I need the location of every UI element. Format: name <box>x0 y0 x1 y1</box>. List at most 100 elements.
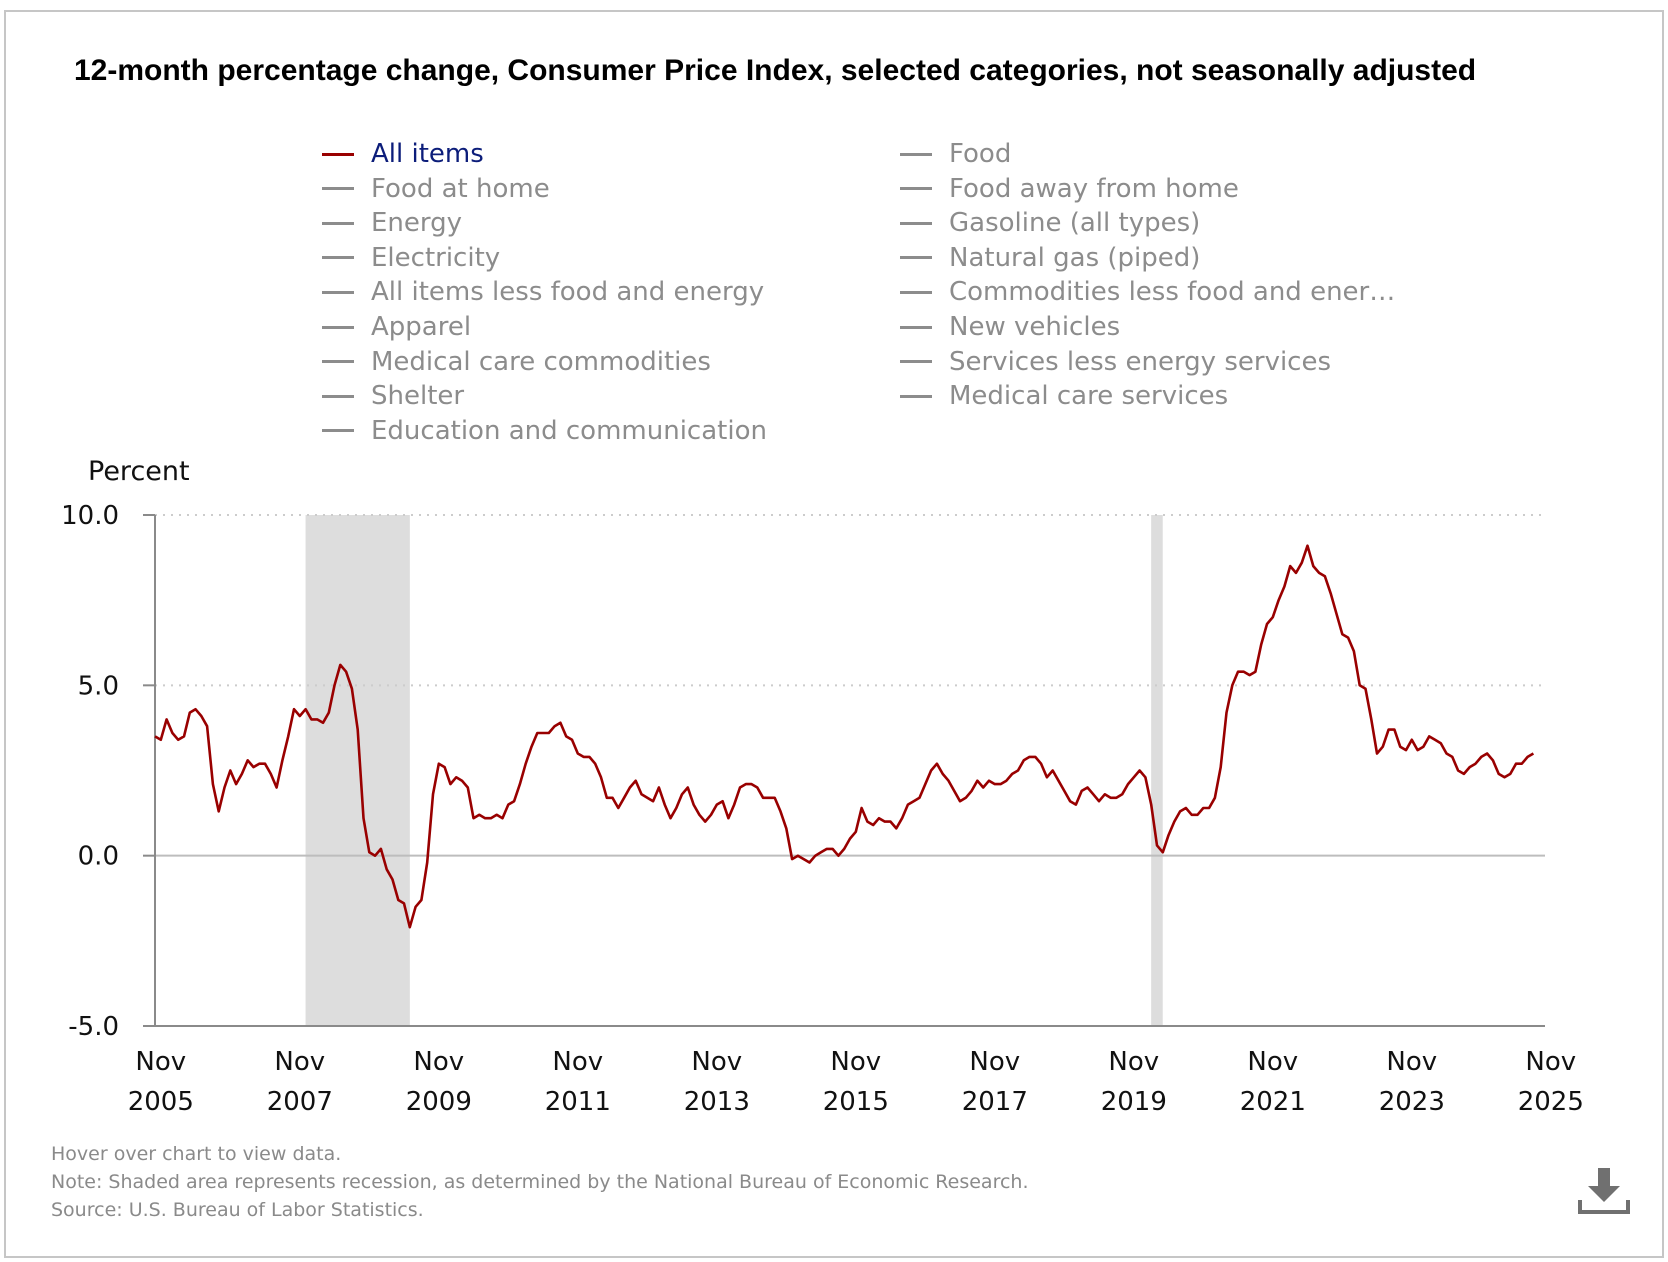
legend-item[interactable]: Medical care services <box>900 379 1228 413</box>
recession-shading <box>305 515 1163 1026</box>
legend-swatch <box>900 152 932 156</box>
legend-label: Natural gas (piped) <box>949 242 1201 273</box>
axes <box>143 514 1545 1027</box>
legend-swatch <box>900 256 932 260</box>
legend-swatch <box>322 394 354 398</box>
legend-label: Gasoline (all types) <box>949 208 1201 239</box>
legend-label: Apparel <box>371 312 472 342</box>
series-layer[interactable] <box>154 544 1535 929</box>
x-tick-year: 2013 <box>684 1087 750 1117</box>
legend-label: Food away from home <box>949 173 1239 204</box>
recession-band <box>305 515 410 1026</box>
legend-swatch <box>900 290 932 294</box>
legend-swatch <box>322 290 354 294</box>
legend-label: Services less energy services <box>949 346 1332 377</box>
recession-band <box>1151 515 1163 1026</box>
chart-title: 12-month percentage change, Consumer Pri… <box>74 54 1477 87</box>
legend-label: All items less food and energy <box>371 277 765 308</box>
legend-item[interactable]: Apparel <box>322 310 471 344</box>
x-tick-month: Nov <box>1108 1047 1159 1077</box>
legend-swatch <box>900 394 932 398</box>
y-tick-label: -5.0 <box>68 1012 119 1042</box>
x-tick-month: Nov <box>1386 1047 1437 1077</box>
legend-item[interactable]: Services less energy services <box>900 345 1331 379</box>
legend-swatch <box>900 187 932 191</box>
recession-note: Note: Shaded area represents recession, … <box>51 1171 1029 1193</box>
legend-label: Education and communication <box>371 415 767 446</box>
x-tick-label: Nov 2013 <box>684 1047 750 1117</box>
x-tick-label: Nov 2019 <box>1101 1047 1167 1117</box>
legend-swatch <box>322 152 354 156</box>
legend-label: All items <box>371 139 484 169</box>
hover-hint: Hover over chart to view data. <box>51 1143 342 1165</box>
x-tick-month: Nov <box>1247 1047 1298 1077</box>
legend-item[interactable]: Food away from home <box>900 172 1239 206</box>
legend-item[interactable]: All items <box>322 137 484 171</box>
y-axis-title: Percent <box>88 456 190 487</box>
x-tick-label: Nov 2005 <box>128 1047 194 1117</box>
x-tick-month: Nov <box>1525 1047 1576 1077</box>
download-icon <box>1578 1168 1630 1214</box>
x-tick-month: Nov <box>135 1047 186 1077</box>
legend-item[interactable]: Commodities less food and ener… <box>900 275 1395 309</box>
legend-label: Electricity <box>371 242 501 273</box>
x-tick-month: Nov <box>413 1047 464 1077</box>
x-tick-year: 2023 <box>1379 1087 1445 1117</box>
source-note: Source: U.S. Bureau of Labor Statistics. <box>51 1199 424 1221</box>
download-button[interactable] <box>1578 1164 1630 1216</box>
x-tick-year: 2025 <box>1518 1087 1584 1117</box>
x-tick-month: Nov <box>552 1047 603 1077</box>
legend-swatch <box>322 221 354 225</box>
legend-swatch <box>322 360 354 364</box>
x-tick-label: Nov 2009 <box>406 1047 472 1117</box>
x-tick-year: 2017 <box>962 1087 1028 1117</box>
x-tick-month: Nov <box>274 1047 325 1077</box>
legend-swatch <box>322 325 354 329</box>
y-tick-label: 0.0 <box>78 842 119 872</box>
x-tick-year: 2021 <box>1240 1087 1306 1117</box>
legend-item[interactable]: Energy <box>322 206 462 240</box>
legend-item[interactable]: Natural gas (piped) <box>900 241 1200 275</box>
x-tick-label: Nov 2023 <box>1379 1047 1445 1117</box>
x-tick-label: Nov 2025 <box>1518 1047 1584 1117</box>
legend-label: Medical care services <box>949 381 1229 412</box>
x-tick-year: 2007 <box>267 1087 333 1117</box>
legend-swatch <box>322 187 354 191</box>
x-tick-year: 2009 <box>406 1087 472 1117</box>
legend-item[interactable]: Food at home <box>322 172 550 206</box>
legend-label: Food <box>949 139 1012 169</box>
legend-swatch <box>322 429 354 433</box>
x-tick-month: Nov <box>830 1047 881 1077</box>
legend-label: Commodities less food and ener… <box>949 277 1396 308</box>
gridlines <box>155 514 1545 857</box>
x-tick-label: Nov 2021 <box>1240 1047 1306 1117</box>
legend-item[interactable]: Education and communication <box>322 414 767 448</box>
x-tick-year: 2011 <box>545 1087 611 1117</box>
x-tick-label: Nov 2011 <box>545 1047 611 1117</box>
legend-item[interactable]: Shelter <box>322 379 464 413</box>
y-tick-labels: 10.0 5.0 0.0 -5.0 <box>61 501 119 1042</box>
x-tick-month: Nov <box>691 1047 742 1077</box>
legend-label: Energy <box>371 208 463 239</box>
legend-label: Food at home <box>371 173 550 204</box>
legend-item[interactable]: All items less food and energy <box>322 275 764 309</box>
legend-item[interactable]: Food <box>900 137 1011 171</box>
legend-item[interactable]: New vehicles <box>900 310 1120 344</box>
y-tick-label: 10.0 <box>61 501 119 531</box>
x-tick-year: 2005 <box>128 1087 194 1117</box>
legend-swatch <box>900 221 932 225</box>
x-tick-month: Nov <box>969 1047 1020 1077</box>
legend-item[interactable]: Medical care commodities <box>322 345 711 379</box>
x-tick-year: 2019 <box>1101 1087 1167 1117</box>
legend-label: Shelter <box>371 381 465 412</box>
legend-item[interactable]: Electricity <box>322 241 500 275</box>
y-tick-label: 5.0 <box>78 671 119 701</box>
legend-item[interactable]: Gasoline (all types) <box>900 206 1200 240</box>
legend-swatch <box>322 256 354 260</box>
legend-swatch <box>900 325 932 329</box>
series-line-all-items[interactable] <box>154 544 1535 929</box>
x-tick-label: Nov 2007 <box>267 1047 333 1117</box>
x-tick-label: Nov 2015 <box>823 1047 889 1117</box>
x-tick-year: 2015 <box>823 1087 889 1117</box>
